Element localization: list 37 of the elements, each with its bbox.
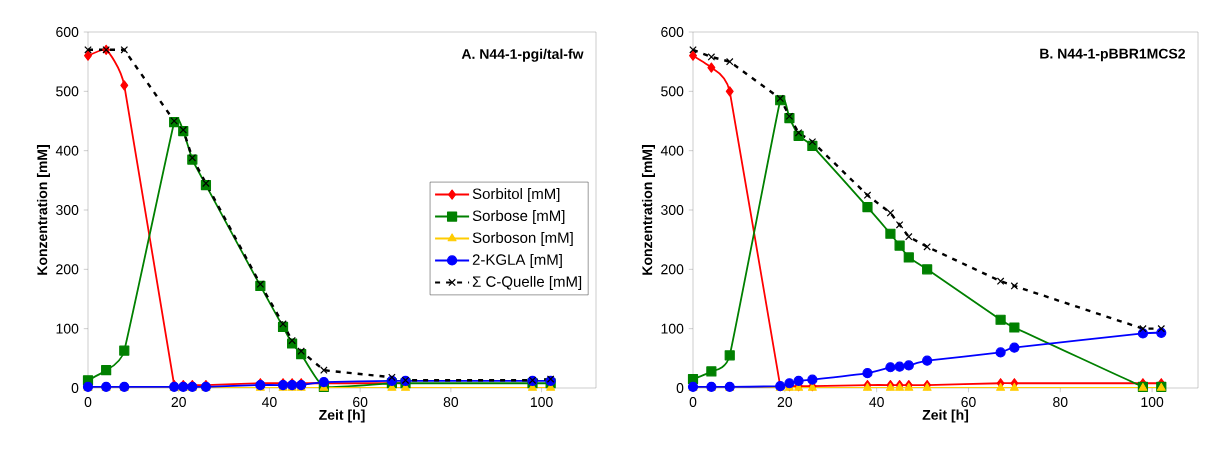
legend-label: Sorbitol [mM] (472, 188, 560, 203)
legend-label: Σ C-Quelle [mM] (472, 275, 582, 290)
x-tick-label: 0 (84, 397, 92, 408)
x-tick-label: 20 (777, 397, 793, 408)
y-axis-title: Konzentration [mM] (641, 145, 655, 275)
y-tick-label: 100 (56, 323, 79, 334)
y-tick-label: 200 (661, 264, 684, 275)
y-tick-label: 600 (56, 27, 79, 37)
x-tick-label: 80 (443, 397, 459, 408)
x-tick-label: 60 (353, 397, 368, 408)
x-axis-title: Zeit [h] (922, 409, 969, 423)
y-tick-label: 0 (676, 383, 684, 393)
y-tick-label: 100 (661, 323, 684, 334)
text: A. N44-1-pgi/tal-fw (461, 48, 584, 62)
legend-label: Sorboson [mM] (472, 231, 573, 246)
y-tick-label: 300 (56, 205, 79, 215)
y-tick-label: 0 (71, 383, 79, 393)
x-axis-title: Zeit [h] (319, 409, 365, 423)
legend-label: Sorbose [mM] (472, 210, 565, 225)
y-axis-title: Konzentration [mM] (36, 145, 50, 275)
y-tick-label: 400 (660, 145, 684, 156)
legend-label: 2-KGLA [mM] (472, 253, 562, 268)
x-tick-label: 0 (689, 397, 697, 408)
y-tick-label: 400 (55, 145, 79, 156)
x-tick-label: 20 (171, 397, 186, 408)
x-tick-label: 100 (530, 397, 553, 408)
y-tick-label: 200 (56, 264, 79, 275)
text: B. N44-1-pBBR1MCS2 (1040, 48, 1185, 62)
x-tick-label: 100 (1141, 397, 1164, 408)
y-tick-label: 500 (661, 86, 684, 97)
x-tick-label: 60 (961, 397, 976, 408)
y-tick-label: 600 (661, 27, 684, 37)
x-tick-label: 40 (261, 397, 277, 408)
x-tick-label: 40 (869, 397, 884, 408)
x-tick-label: 80 (1053, 397, 1068, 408)
y-tick-label: 500 (56, 86, 79, 97)
y-tick-label: 300 (661, 205, 684, 215)
